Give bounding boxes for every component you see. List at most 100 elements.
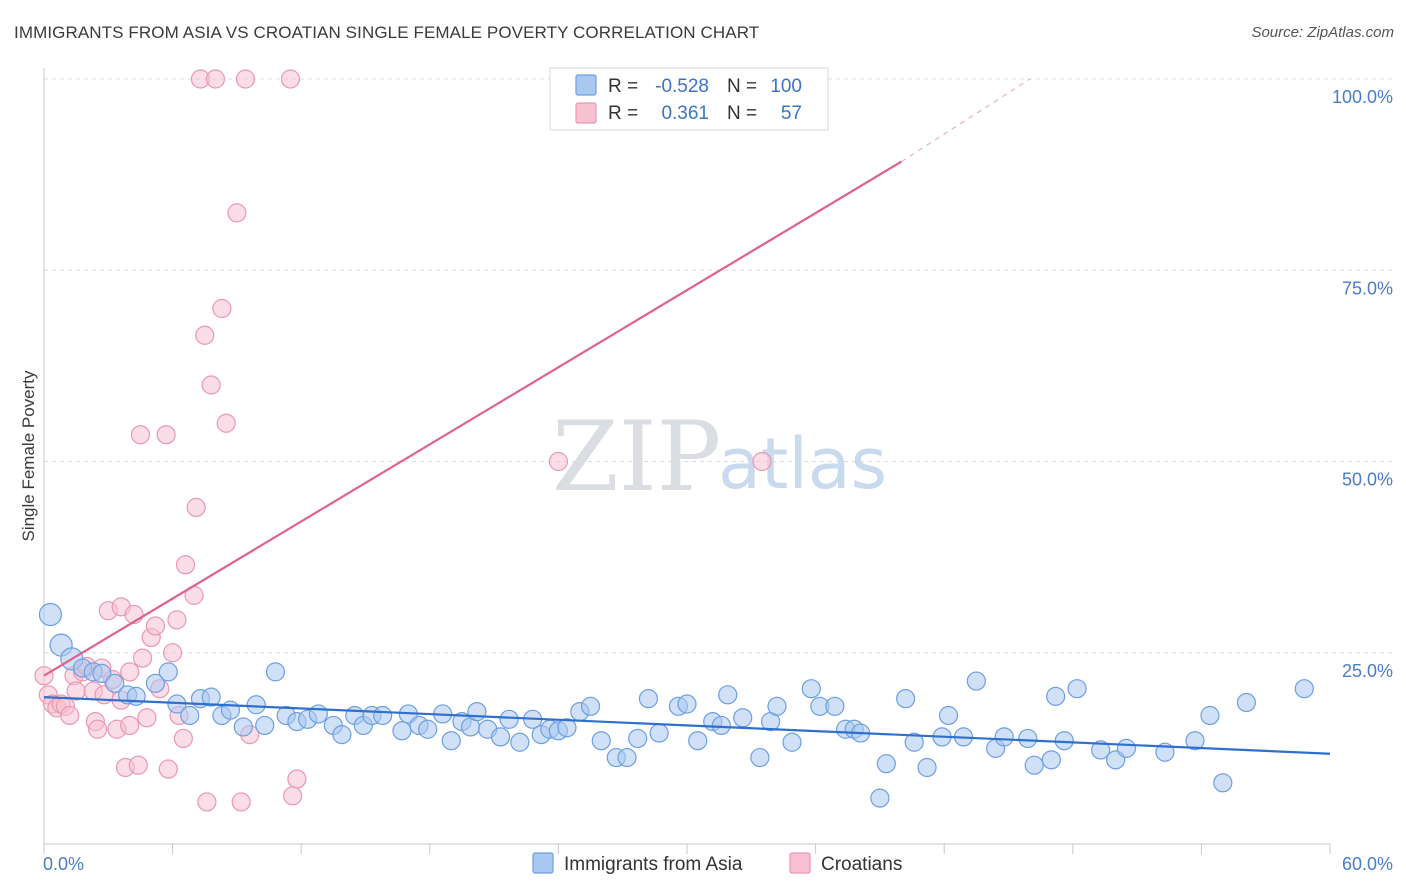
data-point	[255, 715, 275, 736]
data-point	[782, 732, 802, 752]
data-point	[1067, 679, 1087, 699]
data-point	[38, 602, 63, 627]
data-point	[1018, 728, 1038, 749]
data-point	[418, 719, 438, 739]
data-point	[137, 708, 157, 728]
data-point	[1116, 738, 1136, 758]
data-point	[280, 69, 301, 89]
data-point	[688, 731, 708, 751]
data-point	[499, 709, 519, 729]
data-point	[617, 747, 637, 768]
watermark-zip: ZIP	[552, 401, 721, 513]
data-point	[87, 719, 108, 739]
gridlines	[44, 78, 1392, 654]
data-point	[167, 610, 187, 630]
data-point	[180, 705, 200, 726]
data-point	[195, 325, 215, 345]
data-point	[896, 689, 916, 709]
data-point	[876, 754, 896, 774]
data-point	[591, 731, 611, 751]
chart-title: IMMIGRANTS FROM ASIA VS CROATIAN SINGLE …	[14, 23, 760, 42]
legend-swatch-asia	[575, 74, 597, 96]
data-point	[120, 662, 140, 682]
data-point	[227, 203, 247, 223]
data-point	[557, 718, 577, 738]
data-point	[1046, 686, 1066, 706]
data-point	[233, 717, 253, 737]
data-point	[205, 69, 226, 89]
x-tick-label-min: 0.0%	[43, 854, 84, 874]
bottom-legend-swatch-asia	[532, 852, 554, 874]
legend-n-value: 57	[781, 103, 802, 124]
x-ticks	[43, 844, 1331, 854]
data-point	[904, 732, 924, 752]
legend-r-value: -0.528	[655, 76, 709, 97]
data-point	[628, 728, 648, 749]
y-axis-label: Single Female Poverty	[19, 370, 38, 542]
data-point	[733, 708, 753, 728]
data-point	[677, 694, 697, 714]
data-point	[467, 702, 487, 722]
legend-n-value: 100	[770, 76, 802, 97]
data-point	[870, 788, 890, 808]
y-tick-label: 50.0%	[1342, 470, 1393, 490]
bottom-legend-swatch-croatians	[789, 852, 811, 874]
data-point	[441, 731, 461, 751]
data-point	[130, 425, 151, 445]
data-point	[216, 413, 236, 433]
data-point	[1091, 740, 1111, 760]
data-point	[156, 425, 176, 445]
data-point	[265, 662, 286, 682]
watermark-atlas: atlas	[718, 423, 887, 505]
data-point	[132, 648, 153, 668]
data-point	[92, 663, 112, 684]
data-point	[201, 375, 221, 395]
data-point	[158, 662, 178, 682]
data-point	[197, 792, 217, 812]
bottom-legend-label-asia: Immigrants from Asia	[564, 854, 743, 875]
data-point	[752, 451, 772, 472]
trendline-croatians	[43, 160, 902, 677]
data-point	[212, 298, 232, 319]
data-point	[1200, 705, 1220, 726]
data-point	[548, 451, 569, 472]
data-point	[158, 759, 178, 779]
data-point	[287, 769, 307, 789]
y-tick-label: 25.0%	[1342, 661, 1393, 681]
data-point	[308, 704, 328, 724]
data-point	[201, 687, 221, 707]
legend-r-label: R =	[608, 103, 638, 124]
trendline-croatians-extension	[901, 78, 1031, 163]
data-point	[332, 725, 352, 745]
data-point	[938, 705, 959, 726]
data-point	[490, 727, 511, 747]
legend-r-value: 0.361	[661, 103, 709, 124]
data-point	[917, 757, 937, 778]
data-point	[718, 685, 738, 705]
bottom-legend-label-croatians: Croatians	[821, 854, 902, 875]
data-point	[1236, 692, 1257, 713]
data-point	[283, 786, 303, 806]
data-point	[105, 673, 125, 693]
data-point	[175, 555, 196, 575]
chart-source: Source: ZipAtlas.com	[1251, 24, 1394, 41]
x-tick-label-max: 60.0%	[1342, 854, 1393, 874]
data-point	[235, 69, 256, 89]
legend-n-label: N =	[727, 103, 757, 124]
data-point	[246, 695, 266, 715]
series-croatians-points	[34, 69, 772, 812]
legend: R = -0.528 N = 100 R = 0.361 N = 57	[549, 67, 829, 131]
data-point	[173, 728, 193, 749]
data-point	[966, 671, 986, 691]
data-point	[580, 696, 601, 716]
data-point	[126, 686, 146, 706]
data-point	[373, 705, 393, 726]
data-point	[145, 616, 166, 636]
data-point	[638, 689, 659, 709]
data-point	[510, 732, 530, 752]
legend-n-label: N =	[727, 76, 757, 97]
data-point	[1185, 731, 1205, 751]
legend-swatch-croatians	[575, 102, 597, 124]
y-tick-labels: 25.0% 50.0% 75.0% 100.0%	[1332, 87, 1393, 681]
